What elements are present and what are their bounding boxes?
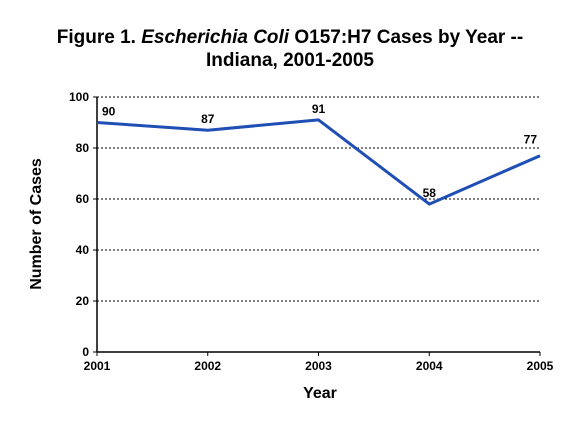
x-tick-labels: 2001 2002 2003 2004 2005 (84, 359, 554, 373)
x-tick-label-2003: 2003 (305, 359, 332, 373)
chart-title-suffix: O157:H7 Cases by Year -- (289, 27, 524, 48)
y-tick-label-80: 80 (76, 141, 90, 155)
chart-title-line-1: Figure 1. Escherichia Coli O157:H7 Cases… (0, 26, 580, 49)
x-tick-label-2004: 2004 (416, 359, 443, 373)
y-tick-label-40: 40 (76, 243, 90, 257)
y-axis-title: Number of Cases (28, 158, 45, 290)
x-tick-label-2001: 2001 (84, 359, 111, 373)
axes (93, 96, 541, 356)
x-tick-label-2002: 2002 (194, 359, 221, 373)
series-line (96, 118, 541, 206)
data-label-2004: 58 (423, 186, 437, 200)
chart-title-line-2: Indiana, 2001-2005 (206, 50, 374, 71)
data-label-2003: 91 (312, 102, 326, 116)
y-tick-labels: 0 20 40 60 80 100 (69, 90, 89, 359)
data-label-2005: 77 (524, 133, 538, 147)
y-tick-label-0: 0 (82, 345, 89, 359)
chart-title-prefix: Figure 1. (56, 27, 142, 48)
data-labels: 90 87 91 58 77 (102, 102, 537, 200)
data-label-2002: 87 (201, 112, 215, 126)
y-tick-label-20: 20 (76, 294, 90, 308)
y-tick-label-100: 100 (69, 90, 89, 104)
gridlines (97, 96, 540, 302)
chart-title-italic: Escherichia Coli (141, 27, 290, 48)
series-cases (96, 118, 541, 206)
x-axis-title: Year (303, 385, 337, 402)
x-tick-label-2005: 2005 (527, 359, 554, 373)
y-tick-label-60: 60 (76, 192, 90, 206)
data-label-2001: 90 (102, 105, 116, 119)
chart-title: Figure 1. Escherichia Coli O157:H7 Cases… (0, 26, 580, 72)
